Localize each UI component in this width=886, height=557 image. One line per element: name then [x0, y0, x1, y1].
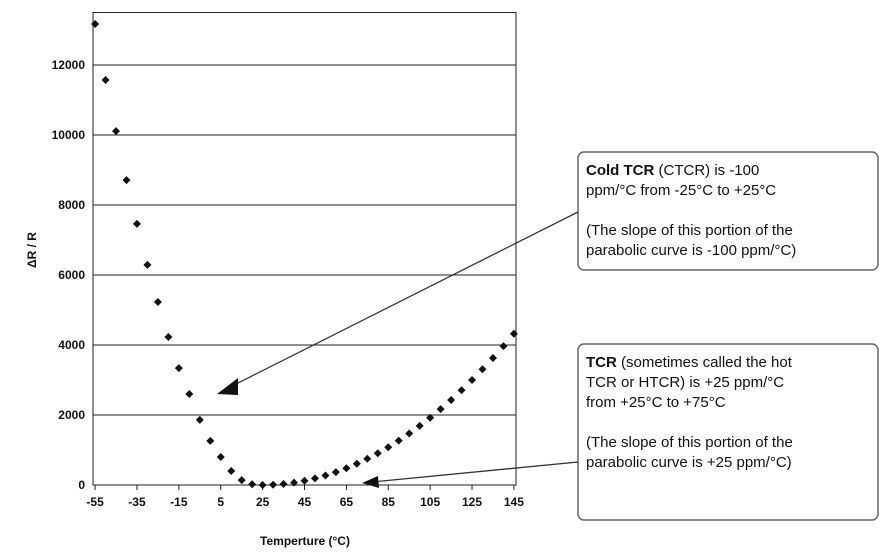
- annotation-line: (The slope of this portion of the: [586, 434, 793, 451]
- y-tick-label: 10000: [52, 128, 86, 142]
- annotation-text: TCR (sometimes called the hot: [586, 354, 793, 371]
- point: [331, 468, 340, 477]
- annotation-box: [577, 343, 879, 521]
- x-tick-label: -35: [128, 495, 146, 509]
- annotation-line: (The slope of this portion of the: [586, 222, 793, 239]
- point: [227, 467, 236, 475]
- point: [363, 454, 372, 463]
- x-tick-label: 25: [256, 495, 270, 509]
- point: [468, 376, 477, 384]
- annotation-line: TCR or HTCR) is +25 ppm/°C: [586, 374, 784, 391]
- point: [373, 449, 382, 458]
- y-tick-label: 6000: [58, 268, 85, 282]
- point: [91, 20, 100, 29]
- point: [112, 127, 121, 136]
- point: [122, 176, 131, 185]
- annotation-line: from +25°C to +75°C: [586, 394, 726, 411]
- annotation-text: parabolic curve is +25 ppm/°C): [586, 454, 792, 471]
- point: [237, 476, 246, 485]
- annotation-line: ppm/°C from -25°C to +25°C: [586, 182, 776, 199]
- point: [269, 480, 278, 489]
- point: [352, 459, 361, 468]
- x-axis-label: Temperture (°C): [260, 534, 350, 548]
- point: [488, 353, 497, 362]
- arrowhead: [362, 476, 379, 488]
- point: [300, 476, 309, 485]
- y-tick-label: 4000: [58, 338, 85, 352]
- point: [342, 464, 351, 473]
- point: [153, 297, 162, 306]
- point: [447, 395, 456, 404]
- annotation-line: parabolic curve is -100 ppm/°C): [586, 242, 796, 259]
- y-tick-label: 0: [78, 478, 85, 492]
- annotation-text: parabolic curve is -100 ppm/°C): [586, 242, 796, 259]
- point: [279, 479, 288, 488]
- annotation-text: ppm/°C from -25°C to +25°C: [586, 182, 776, 199]
- x-tick-label: 85: [382, 495, 396, 509]
- x-tick-label: -55: [86, 495, 104, 509]
- x-tick-label: -15: [170, 495, 188, 509]
- point: [457, 386, 466, 395]
- annotation-line: (sometimes called the hot: [617, 354, 793, 371]
- annotation-bold: Cold TCR: [586, 162, 654, 179]
- point: [101, 76, 110, 85]
- point: [258, 481, 267, 489]
- annotation-line: (CTCR) is -100: [654, 162, 759, 179]
- plot-frame: [92, 12, 517, 486]
- point: [143, 260, 152, 269]
- point: [394, 436, 403, 445]
- point: [499, 342, 508, 351]
- x-tick-label: 65: [340, 495, 354, 509]
- point: [195, 415, 204, 424]
- arrow: [231, 211, 579, 387]
- point: [174, 364, 183, 373]
- x-tick-label: 145: [504, 495, 524, 509]
- y-tick-label: 8000: [58, 198, 85, 212]
- point: [384, 443, 393, 452]
- point: [478, 365, 487, 374]
- annotation-text: from +25°C to +75°C: [586, 394, 726, 411]
- point: [509, 329, 518, 338]
- y-tick-label: 12000: [52, 58, 86, 72]
- annotation-bold: TCR: [586, 354, 617, 371]
- y-tick-label: 2000: [58, 408, 85, 422]
- x-tick-label: 105: [420, 495, 440, 509]
- annotation-text: Cold TCR (CTCR) is -100: [586, 162, 759, 179]
- annotation-box: [577, 151, 879, 271]
- x-tick-label: 45: [298, 495, 312, 509]
- annotation-text: TCR or HTCR) is +25 ppm/°C: [586, 374, 784, 391]
- point: [132, 219, 141, 228]
- point: [415, 421, 424, 430]
- y-axis-label: ΔR / R: [25, 232, 39, 268]
- point: [321, 471, 330, 480]
- x-tick-label: 5: [217, 495, 224, 509]
- x-tick-label: 125: [462, 495, 482, 509]
- point: [216, 453, 225, 461]
- annotation-text: (The slope of this portion of the: [586, 434, 793, 451]
- point: [426, 413, 435, 422]
- point: [436, 405, 445, 414]
- point: [206, 436, 215, 445]
- point: [248, 480, 257, 489]
- arrowhead: [217, 378, 238, 395]
- annotation-text: (The slope of this portion of the: [586, 222, 793, 239]
- annotation-line: parabolic curve is +25 ppm/°C): [586, 454, 792, 471]
- arrow: [371, 461, 579, 483]
- point: [310, 474, 319, 483]
- point: [290, 478, 299, 487]
- point: [185, 390, 194, 398]
- point: [405, 429, 414, 438]
- point: [164, 332, 173, 341]
